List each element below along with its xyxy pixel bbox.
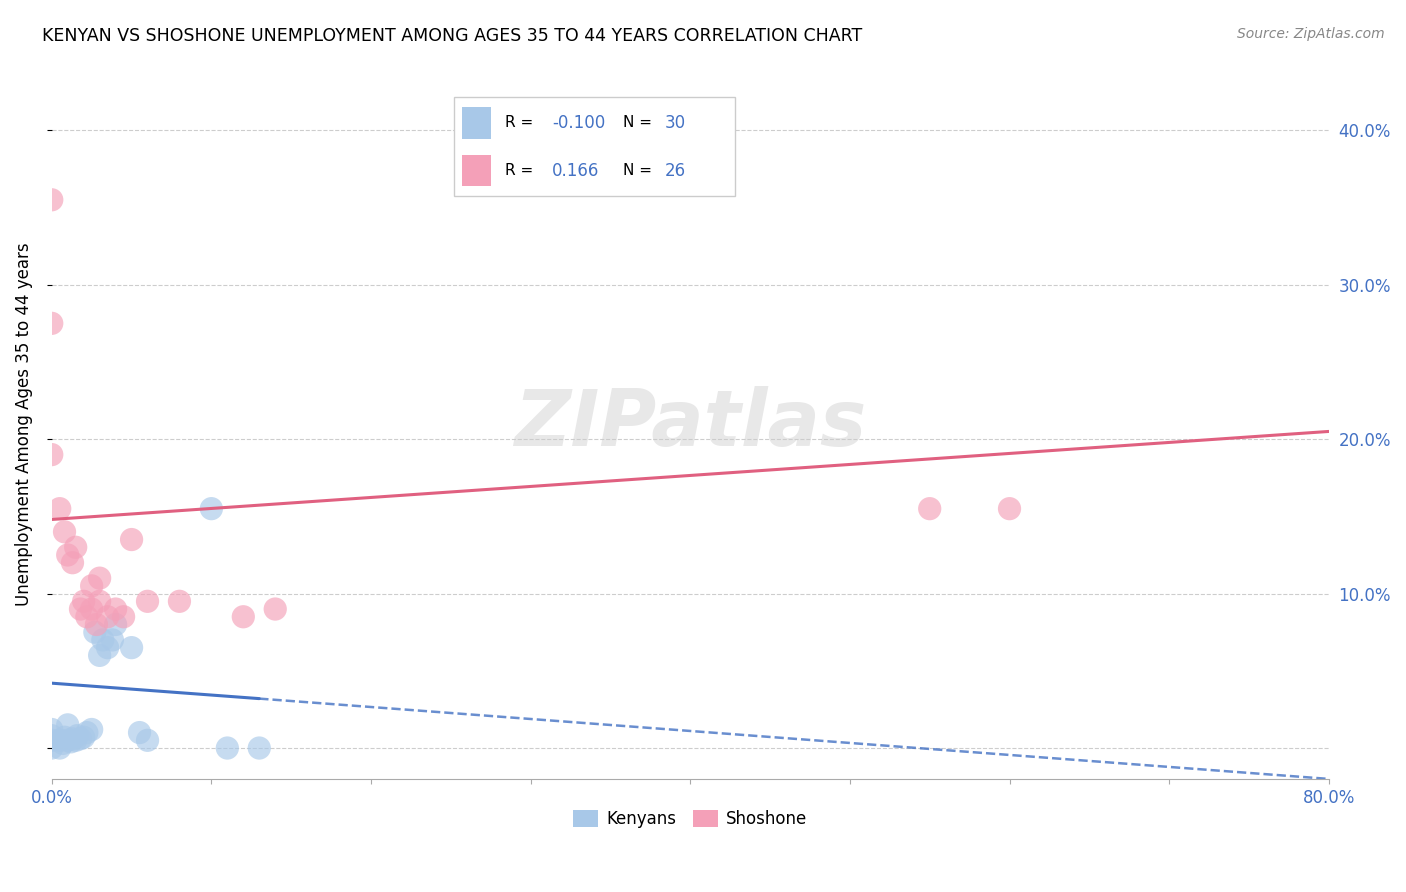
Point bbox=[232, 609, 254, 624]
Point bbox=[264, 602, 287, 616]
Point bbox=[53, 524, 76, 539]
Point bbox=[53, 730, 76, 744]
Point bbox=[136, 733, 159, 747]
Point bbox=[83, 625, 105, 640]
Point bbox=[89, 594, 111, 608]
Point bbox=[104, 617, 127, 632]
Point bbox=[998, 501, 1021, 516]
Point bbox=[48, 733, 70, 747]
Point bbox=[62, 556, 84, 570]
Point bbox=[41, 733, 63, 747]
Text: KENYAN VS SHOSHONE UNEMPLOYMENT AMONG AGES 35 TO 44 YEARS CORRELATION CHART: KENYAN VS SHOSHONE UNEMPLOYMENT AMONG AG… bbox=[42, 27, 862, 45]
Point bbox=[97, 640, 120, 655]
Point bbox=[112, 609, 135, 624]
Point bbox=[80, 579, 103, 593]
Point bbox=[41, 193, 63, 207]
Point bbox=[52, 736, 75, 750]
Point bbox=[73, 594, 96, 608]
Point bbox=[91, 632, 114, 647]
Point bbox=[48, 501, 70, 516]
Point bbox=[101, 632, 124, 647]
Point bbox=[76, 725, 98, 739]
Y-axis label: Unemployment Among Ages 35 to 44 years: Unemployment Among Ages 35 to 44 years bbox=[15, 242, 32, 606]
Point bbox=[41, 729, 63, 743]
Point bbox=[65, 541, 87, 555]
Point bbox=[66, 729, 89, 743]
Point bbox=[918, 501, 941, 516]
Point bbox=[56, 718, 79, 732]
Point bbox=[86, 617, 108, 632]
Point bbox=[48, 741, 70, 756]
Point bbox=[41, 316, 63, 330]
Point bbox=[80, 723, 103, 737]
Point bbox=[73, 730, 96, 744]
Point bbox=[121, 640, 143, 655]
Point bbox=[128, 725, 150, 739]
Legend: Kenyans, Shoshone: Kenyans, Shoshone bbox=[567, 803, 814, 835]
Text: Source: ZipAtlas.com: Source: ZipAtlas.com bbox=[1237, 27, 1385, 41]
Point bbox=[65, 733, 87, 747]
Point bbox=[217, 741, 239, 756]
Text: ZIPatlas: ZIPatlas bbox=[515, 385, 866, 462]
Point bbox=[247, 741, 270, 756]
Point bbox=[41, 723, 63, 737]
Point bbox=[56, 548, 79, 562]
Point bbox=[121, 533, 143, 547]
Point bbox=[41, 448, 63, 462]
Point bbox=[200, 501, 222, 516]
Point bbox=[56, 733, 79, 747]
Point bbox=[62, 731, 84, 746]
Point bbox=[69, 602, 91, 616]
Point bbox=[136, 594, 159, 608]
Point bbox=[104, 602, 127, 616]
Point bbox=[89, 571, 111, 585]
Point bbox=[80, 602, 103, 616]
Point bbox=[69, 731, 91, 746]
Point bbox=[169, 594, 191, 608]
Point bbox=[89, 648, 111, 663]
Point bbox=[97, 609, 120, 624]
Point bbox=[76, 609, 98, 624]
Point bbox=[41, 741, 63, 756]
Point bbox=[59, 735, 82, 749]
